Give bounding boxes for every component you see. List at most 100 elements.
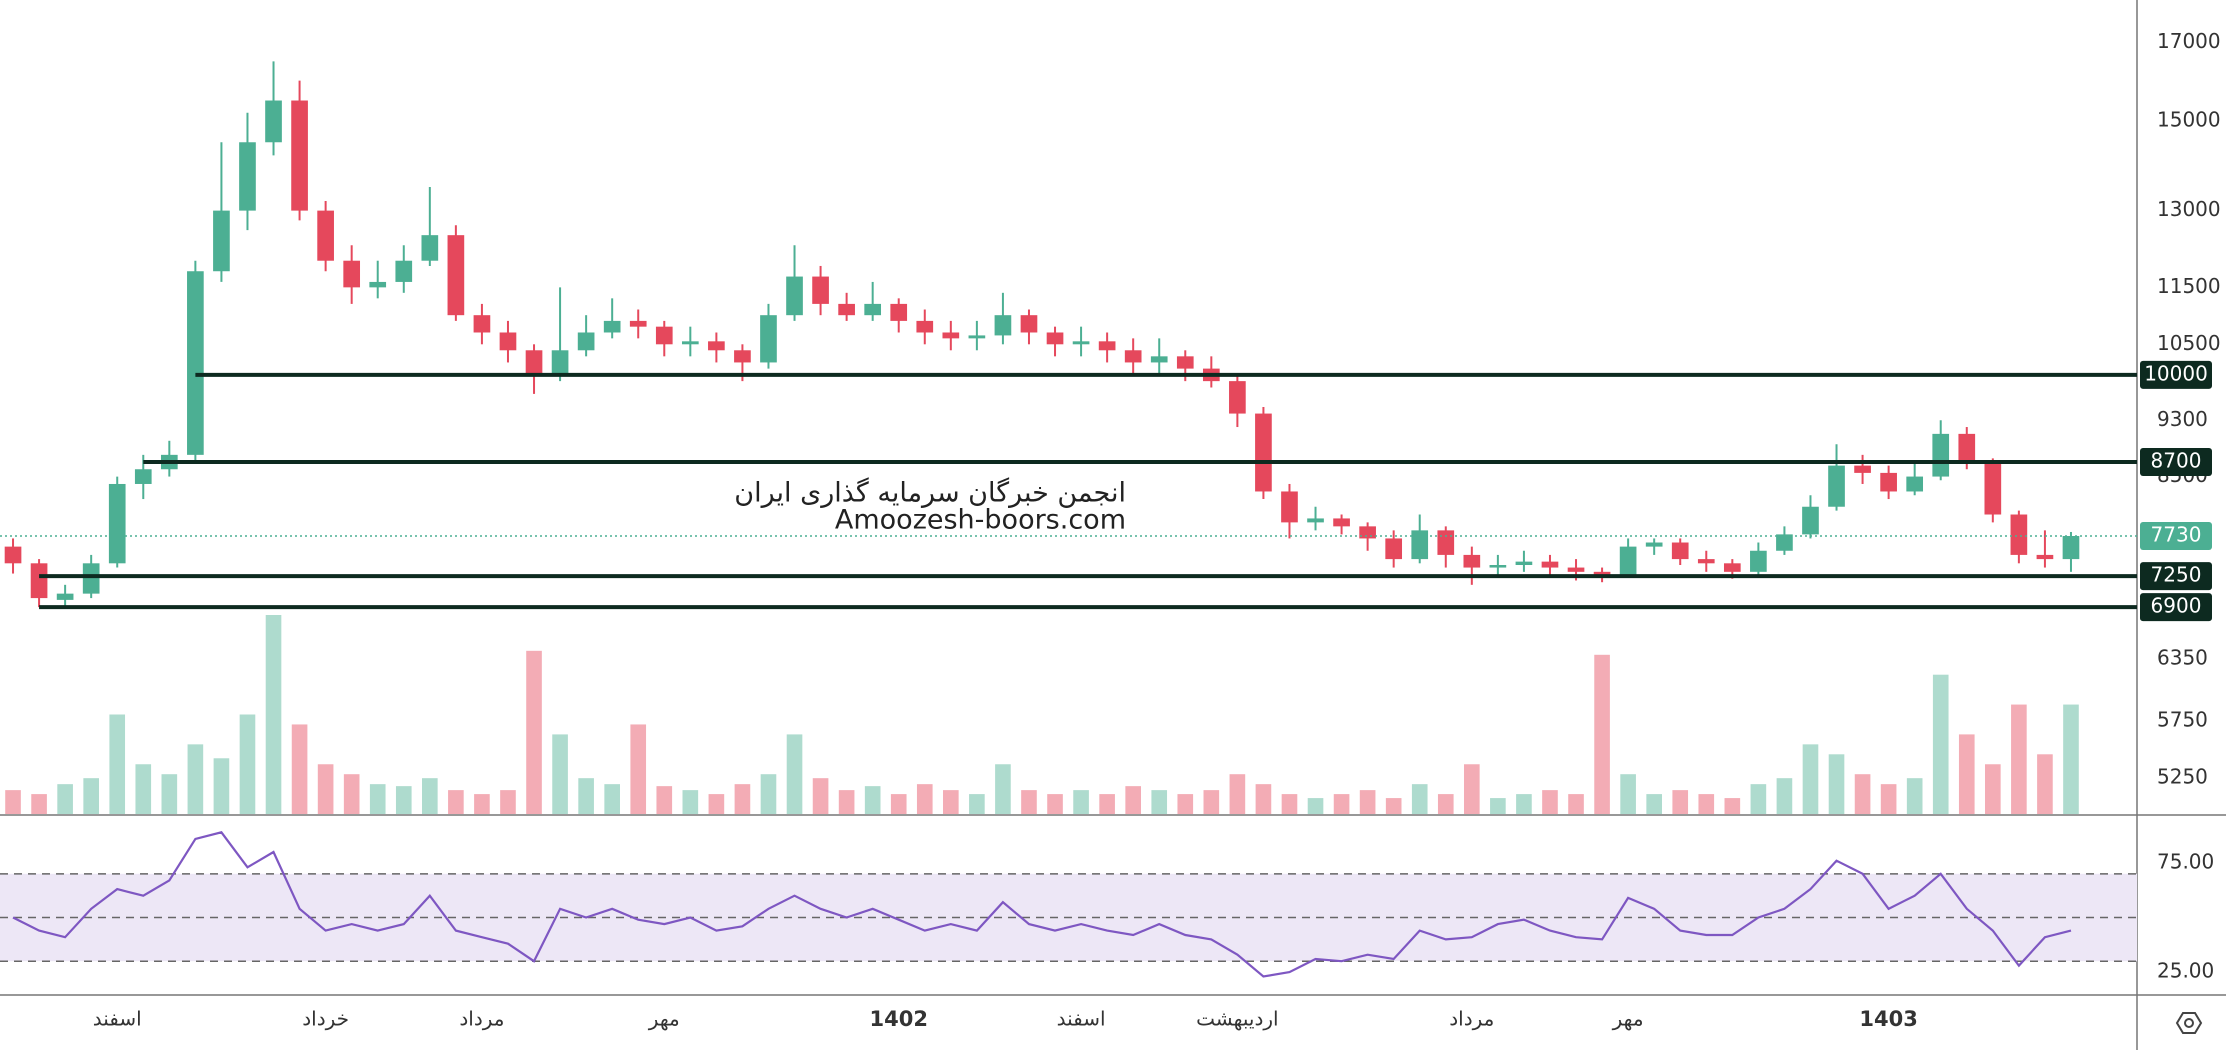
volume-bar <box>1203 790 1220 814</box>
candle-body <box>1828 465 1845 507</box>
candle-body <box>1984 462 2002 515</box>
candle-body <box>82 563 100 594</box>
volume-bar <box>500 790 516 814</box>
x-tick-label: 1403 <box>1859 1007 1917 1031</box>
candle-body <box>968 335 986 339</box>
volume-bar <box>1724 798 1741 814</box>
volume-bar <box>734 784 751 814</box>
volume-bar <box>1021 790 1037 814</box>
candle-body <box>1437 530 1455 555</box>
level-tag <box>2140 448 2212 477</box>
candle-body <box>994 315 1012 336</box>
volume-bar <box>916 784 933 814</box>
volume-bar <box>1802 744 1819 814</box>
candle-body <box>838 303 855 316</box>
x-tick-label: اردیبهشت <box>1196 1007 1278 1031</box>
candle-body <box>1098 341 1116 351</box>
volume-bar <box>109 714 126 814</box>
level-tag <box>2140 593 2212 622</box>
settings-hexagon[interactable] <box>2175 1012 2203 1034</box>
volume-bar <box>1333 794 1350 814</box>
volume-bar <box>812 778 829 814</box>
candle-body <box>1906 476 1924 492</box>
last-price-label: 7730 <box>2151 523 2202 547</box>
candle-body <box>1255 413 1272 492</box>
volume-bar <box>1516 794 1532 814</box>
y-tick-label: 5250 <box>2157 765 2208 789</box>
candle-body <box>1307 518 1324 523</box>
candle-body <box>1958 433 1976 463</box>
candle-body <box>1176 356 1194 369</box>
x-tick-label: اسفند <box>93 1007 142 1031</box>
volume-bar <box>630 724 647 814</box>
volume-bar <box>1542 790 1558 814</box>
candle-body <box>1697 559 1715 564</box>
candle-body <box>213 210 230 272</box>
x-tick-label: مهر <box>648 1007 680 1031</box>
x-tick-label: مرداد <box>1449 1007 1494 1031</box>
volume-bar <box>1490 798 1506 814</box>
candle-body <box>317 210 334 261</box>
candle-body <box>395 260 413 282</box>
candle-body <box>1150 356 1168 363</box>
volume-bar <box>422 778 438 814</box>
volume-bar <box>1932 674 1949 814</box>
candle-body <box>1411 530 1429 560</box>
volume-bar <box>1151 790 1168 814</box>
candle-body <box>603 320 621 333</box>
volume-bar <box>2011 704 2027 814</box>
volume-bar <box>1099 794 1115 814</box>
candle-body <box>1567 567 1585 572</box>
candle-body <box>1645 542 1663 547</box>
candle-body <box>1619 546 1637 577</box>
candle-body <box>1333 518 1350 527</box>
candle-body <box>447 235 465 316</box>
volume-bar <box>343 774 360 814</box>
volume-bar <box>864 786 881 814</box>
candle-body <box>291 100 308 211</box>
candle-body <box>708 341 725 351</box>
level-tag <box>2140 562 2212 591</box>
candle-body <box>1463 554 1481 568</box>
candle-body <box>1854 465 1871 473</box>
candle-body <box>1723 563 1741 572</box>
volume-bar <box>239 714 256 814</box>
volume-bar <box>1359 790 1376 814</box>
volume-bar <box>1906 778 1923 814</box>
settings-icon[interactable] <box>2175 1012 2203 1034</box>
y-tick-label: 17000 <box>2157 29 2221 53</box>
volume-bar <box>890 794 907 814</box>
candle-body <box>1515 561 1533 566</box>
last-price-tag <box>2140 522 2212 551</box>
candle-body <box>681 341 699 345</box>
volume-bar <box>2063 704 2079 814</box>
candle-body <box>1880 472 1897 492</box>
candle-body <box>864 303 882 316</box>
volume-bar <box>5 790 21 814</box>
volume-bar <box>1568 794 1584 814</box>
candle-body <box>421 235 439 261</box>
volume-bar <box>474 794 490 814</box>
volume-bar <box>1281 794 1298 814</box>
volume-bar <box>1255 784 1272 814</box>
level-tag-label: 8700 <box>2151 449 2202 473</box>
candle-body <box>1489 565 1507 568</box>
volume-bar <box>1411 784 1428 814</box>
volume-bar <box>1073 790 1089 814</box>
candle-body <box>473 315 491 333</box>
candle-body <box>2010 514 2028 555</box>
settings-dot[interactable] <box>2184 1018 2194 1028</box>
volume-bar <box>1464 764 1480 814</box>
candle-body <box>577 332 595 351</box>
volume-bar <box>1828 754 1845 814</box>
x-tick-label: خرداد <box>302 1007 349 1031</box>
candle-body <box>2036 554 2054 560</box>
candle-body <box>942 332 960 339</box>
volume-bar <box>552 734 568 814</box>
volume-bar <box>83 778 99 814</box>
y-tick-label: 13000 <box>2157 197 2221 221</box>
candle-body <box>734 350 751 363</box>
y-tick-label: 5750 <box>2157 708 2208 732</box>
volume-bar <box>161 774 178 814</box>
